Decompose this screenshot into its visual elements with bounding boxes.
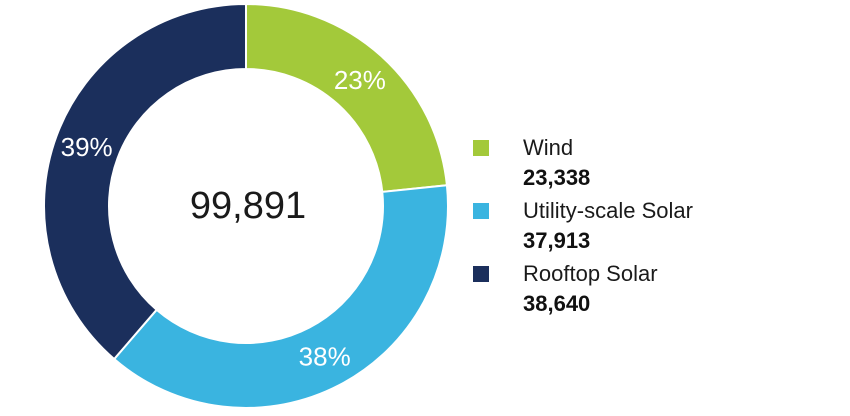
total-value: 99,891 xyxy=(189,185,307,227)
legend-swatch-utility-scale-solar xyxy=(473,203,489,219)
legend-value-wind: 23,338 xyxy=(523,165,591,190)
percent-label-rooftop-solar: 39% xyxy=(61,132,113,162)
donut-slice-rooftop-solar xyxy=(43,2,247,361)
legend-value-rooftop-solar: 38,640 xyxy=(523,291,591,316)
legend-value-utility-scale-solar: 37,913 xyxy=(523,228,591,253)
legend-label-utility-scale-solar: Utility-scale Solar xyxy=(523,198,693,223)
legend-swatch-rooftop-solar xyxy=(473,266,489,282)
donut-slice-utility-scale-solar xyxy=(112,184,449,409)
percent-label-wind: 23% xyxy=(334,65,386,95)
legend-label-wind: Wind xyxy=(523,135,574,160)
legend-label-rooftop-solar: Rooftop Solar xyxy=(523,261,658,286)
percent-label-utility-scale-solar: 38% xyxy=(299,342,351,372)
donut-slice-wind xyxy=(245,2,449,194)
legend-swatch-wind xyxy=(473,140,489,156)
